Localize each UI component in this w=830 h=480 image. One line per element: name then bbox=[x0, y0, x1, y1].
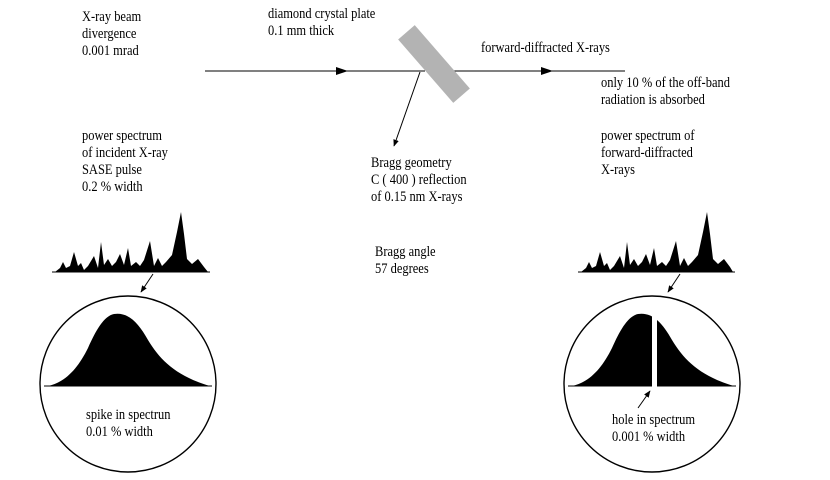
crystal-plate-label: diamond crystal plate 0.1 mm thick bbox=[268, 6, 375, 40]
forward-diffracted-line-1: forward-diffracted X-rays bbox=[481, 40, 610, 56]
bragg-geometry-label: Bragg geometry C ( 400 ) reflection of 0… bbox=[371, 155, 467, 206]
bragg-geometry-line-1: Bragg geometry bbox=[371, 155, 452, 171]
hole-pointer bbox=[637, 390, 651, 409]
beam-divergence-line-1: X-ray beam bbox=[82, 9, 142, 25]
incident-spectrum-line-2: of incident X-ray bbox=[82, 145, 168, 161]
crystal-plate-line-2: 0.1 mm thick bbox=[268, 23, 335, 39]
forward-spectrum-label: power spectrum of forward-diffracted X-r… bbox=[601, 128, 694, 179]
beam-divergence-line-3: 0.001 mrad bbox=[82, 43, 139, 59]
spectral-hole bbox=[652, 308, 657, 388]
spike-spectrum-shape bbox=[48, 313, 210, 386]
diamond-crystal-plate bbox=[398, 25, 470, 103]
bragg-angle-label: Bragg angle 57 degrees bbox=[375, 244, 436, 278]
spike-line-1: spike in spectrun bbox=[86, 407, 171, 423]
incident-spectrum-peaks bbox=[55, 212, 208, 272]
hole-line-2: 0.001 % width bbox=[612, 429, 686, 445]
forward-diffracted-label: forward-diffracted X-rays bbox=[481, 40, 610, 57]
incident-spectrum-line-1: power spectrum bbox=[82, 128, 162, 144]
beam-divergence-line-2: divergence bbox=[82, 26, 137, 42]
crystal-plate-line-1: diamond crystal plate bbox=[268, 6, 376, 22]
incident-spectrum-pointer bbox=[140, 273, 154, 293]
absorbed-note-label: only 10 % of the off-band radiation is a… bbox=[601, 75, 730, 109]
hole-label: hole in spectrum 0.001 % width bbox=[612, 412, 695, 446]
spike-line-2: 0.01 % width bbox=[86, 424, 153, 440]
spike-magnifier-circle bbox=[39, 295, 217, 473]
forward-spectrum-peaks bbox=[581, 212, 733, 272]
bragg-reflected-beam bbox=[393, 71, 421, 147]
incident-spectrum-line-3: SASE pulse bbox=[82, 162, 142, 178]
forward-spectrum-line-2: forward-diffracted bbox=[601, 145, 693, 161]
incident-beam-arrowhead bbox=[336, 67, 348, 75]
spike-label: spike in spectrun 0.01 % width bbox=[86, 407, 171, 441]
incident-spectrum-line-4: 0.2 % width bbox=[82, 179, 143, 195]
absorbed-note-line-1: only 10 % of the off-band bbox=[601, 75, 730, 91]
absorbed-note-line-2: radiation is absorbed bbox=[601, 92, 705, 108]
hole-line-1: hole in spectrum bbox=[612, 412, 696, 428]
forward-spectrum-line-1: power spectrum of bbox=[601, 128, 695, 144]
forward-beam-arrowhead bbox=[541, 67, 553, 75]
incident-spectrum-label: power spectrum of incident X-ray SASE pu… bbox=[82, 128, 168, 196]
bragg-geometry-line-2: C ( 400 ) reflection bbox=[371, 172, 467, 188]
bragg-angle-line-1: Bragg angle bbox=[375, 244, 436, 260]
forward-spectrum-line-3: X-rays bbox=[601, 162, 635, 178]
hole-magnifier-circle bbox=[563, 295, 741, 473]
bragg-angle-line-2: 57 degrees bbox=[375, 261, 429, 277]
beam-divergence-label: X-ray beam divergence 0.001 mrad bbox=[82, 9, 141, 60]
forward-spectrum-pointer bbox=[667, 273, 681, 293]
bragg-geometry-line-3: of 0.15 nm X-rays bbox=[371, 189, 463, 205]
